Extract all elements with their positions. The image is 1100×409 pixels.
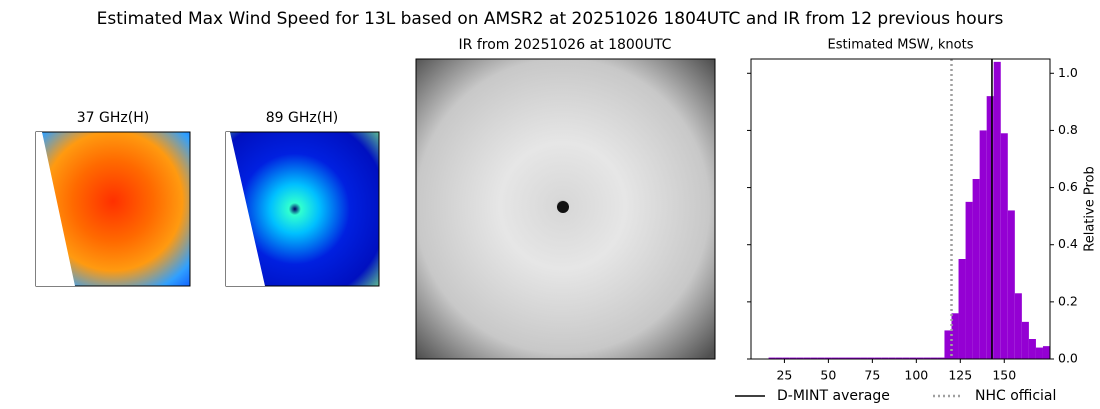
bar [923,357,931,359]
bar [768,357,776,359]
y-tick-label: 0.0 [1058,351,1078,366]
bar [817,357,825,359]
panel-title: IR from 20251026 at 1800UTC [459,37,672,53]
x-tick-label: 100 [904,368,928,383]
bar [831,357,839,359]
x-tick-label: 150 [992,368,1016,383]
bar [881,357,889,359]
bar [888,357,896,359]
y-tick-label: 1.0 [1058,65,1078,80]
bar [951,313,959,359]
y-tick-label: 0.6 [1058,179,1078,194]
bar [1035,347,1043,359]
y-tick-label: 0.8 [1058,122,1078,137]
figure-title: Estimated Max Wind Speed for 13L based o… [97,9,1004,29]
bar [909,357,917,359]
bar [958,259,966,359]
legend-label: NHC official [975,388,1056,404]
bar [867,357,875,359]
bar [810,357,818,359]
bar [1021,321,1029,359]
bar [824,357,832,359]
image-mask [36,132,75,286]
bar [853,357,861,359]
bar [993,61,1001,359]
bar [789,357,797,359]
bar [979,130,987,359]
bar [937,357,945,359]
x-tick-label: 125 [948,368,972,383]
y-tick-label: 0.4 [1058,236,1078,251]
bar [860,357,868,359]
chart-title: Estimated MSW, knots [828,38,974,53]
y-axis-label: Relative Prob [1083,166,1098,251]
x-tick-label: 50 [820,368,836,383]
bar [930,357,938,359]
legend-label: D-MINT average [777,388,890,404]
x-tick-label: 25 [776,368,792,383]
panel-title: 89 GHz(H) [266,110,338,126]
bar [1042,346,1050,359]
bar [874,357,882,359]
bar [972,179,980,359]
bar [986,96,994,360]
bar [1007,210,1015,359]
plot-frame [750,58,1051,360]
bar [944,330,952,359]
y-tick-label: 0.2 [1058,293,1078,308]
bar [1014,293,1022,359]
bar [838,357,846,359]
bar [965,201,973,359]
bar [845,357,854,359]
bar [895,357,903,359]
bar [796,357,804,359]
bar [902,357,910,359]
bar [803,357,811,359]
bar [916,357,924,359]
bar [782,357,790,359]
bar [1028,339,1036,359]
eye [557,201,569,213]
image-mask [226,132,265,286]
x-tick-label: 75 [864,368,880,383]
panel-title: 37 GHz(H) [77,110,149,126]
bar [775,357,783,359]
bar [1000,133,1008,359]
